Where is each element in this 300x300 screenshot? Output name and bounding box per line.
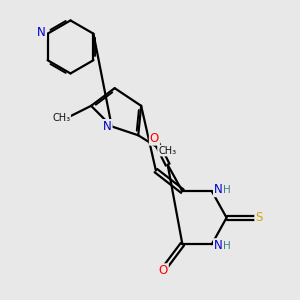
- Text: CH₃: CH₃: [52, 113, 70, 123]
- Text: N: N: [103, 120, 112, 133]
- Text: N: N: [37, 26, 46, 39]
- Text: H: H: [223, 185, 231, 195]
- Text: O: O: [159, 264, 168, 277]
- Text: O: O: [150, 132, 159, 145]
- Text: N: N: [214, 183, 223, 196]
- Text: S: S: [255, 211, 262, 224]
- Text: H: H: [223, 241, 231, 251]
- Text: N: N: [214, 239, 223, 252]
- Text: CH₃: CH₃: [158, 146, 176, 156]
